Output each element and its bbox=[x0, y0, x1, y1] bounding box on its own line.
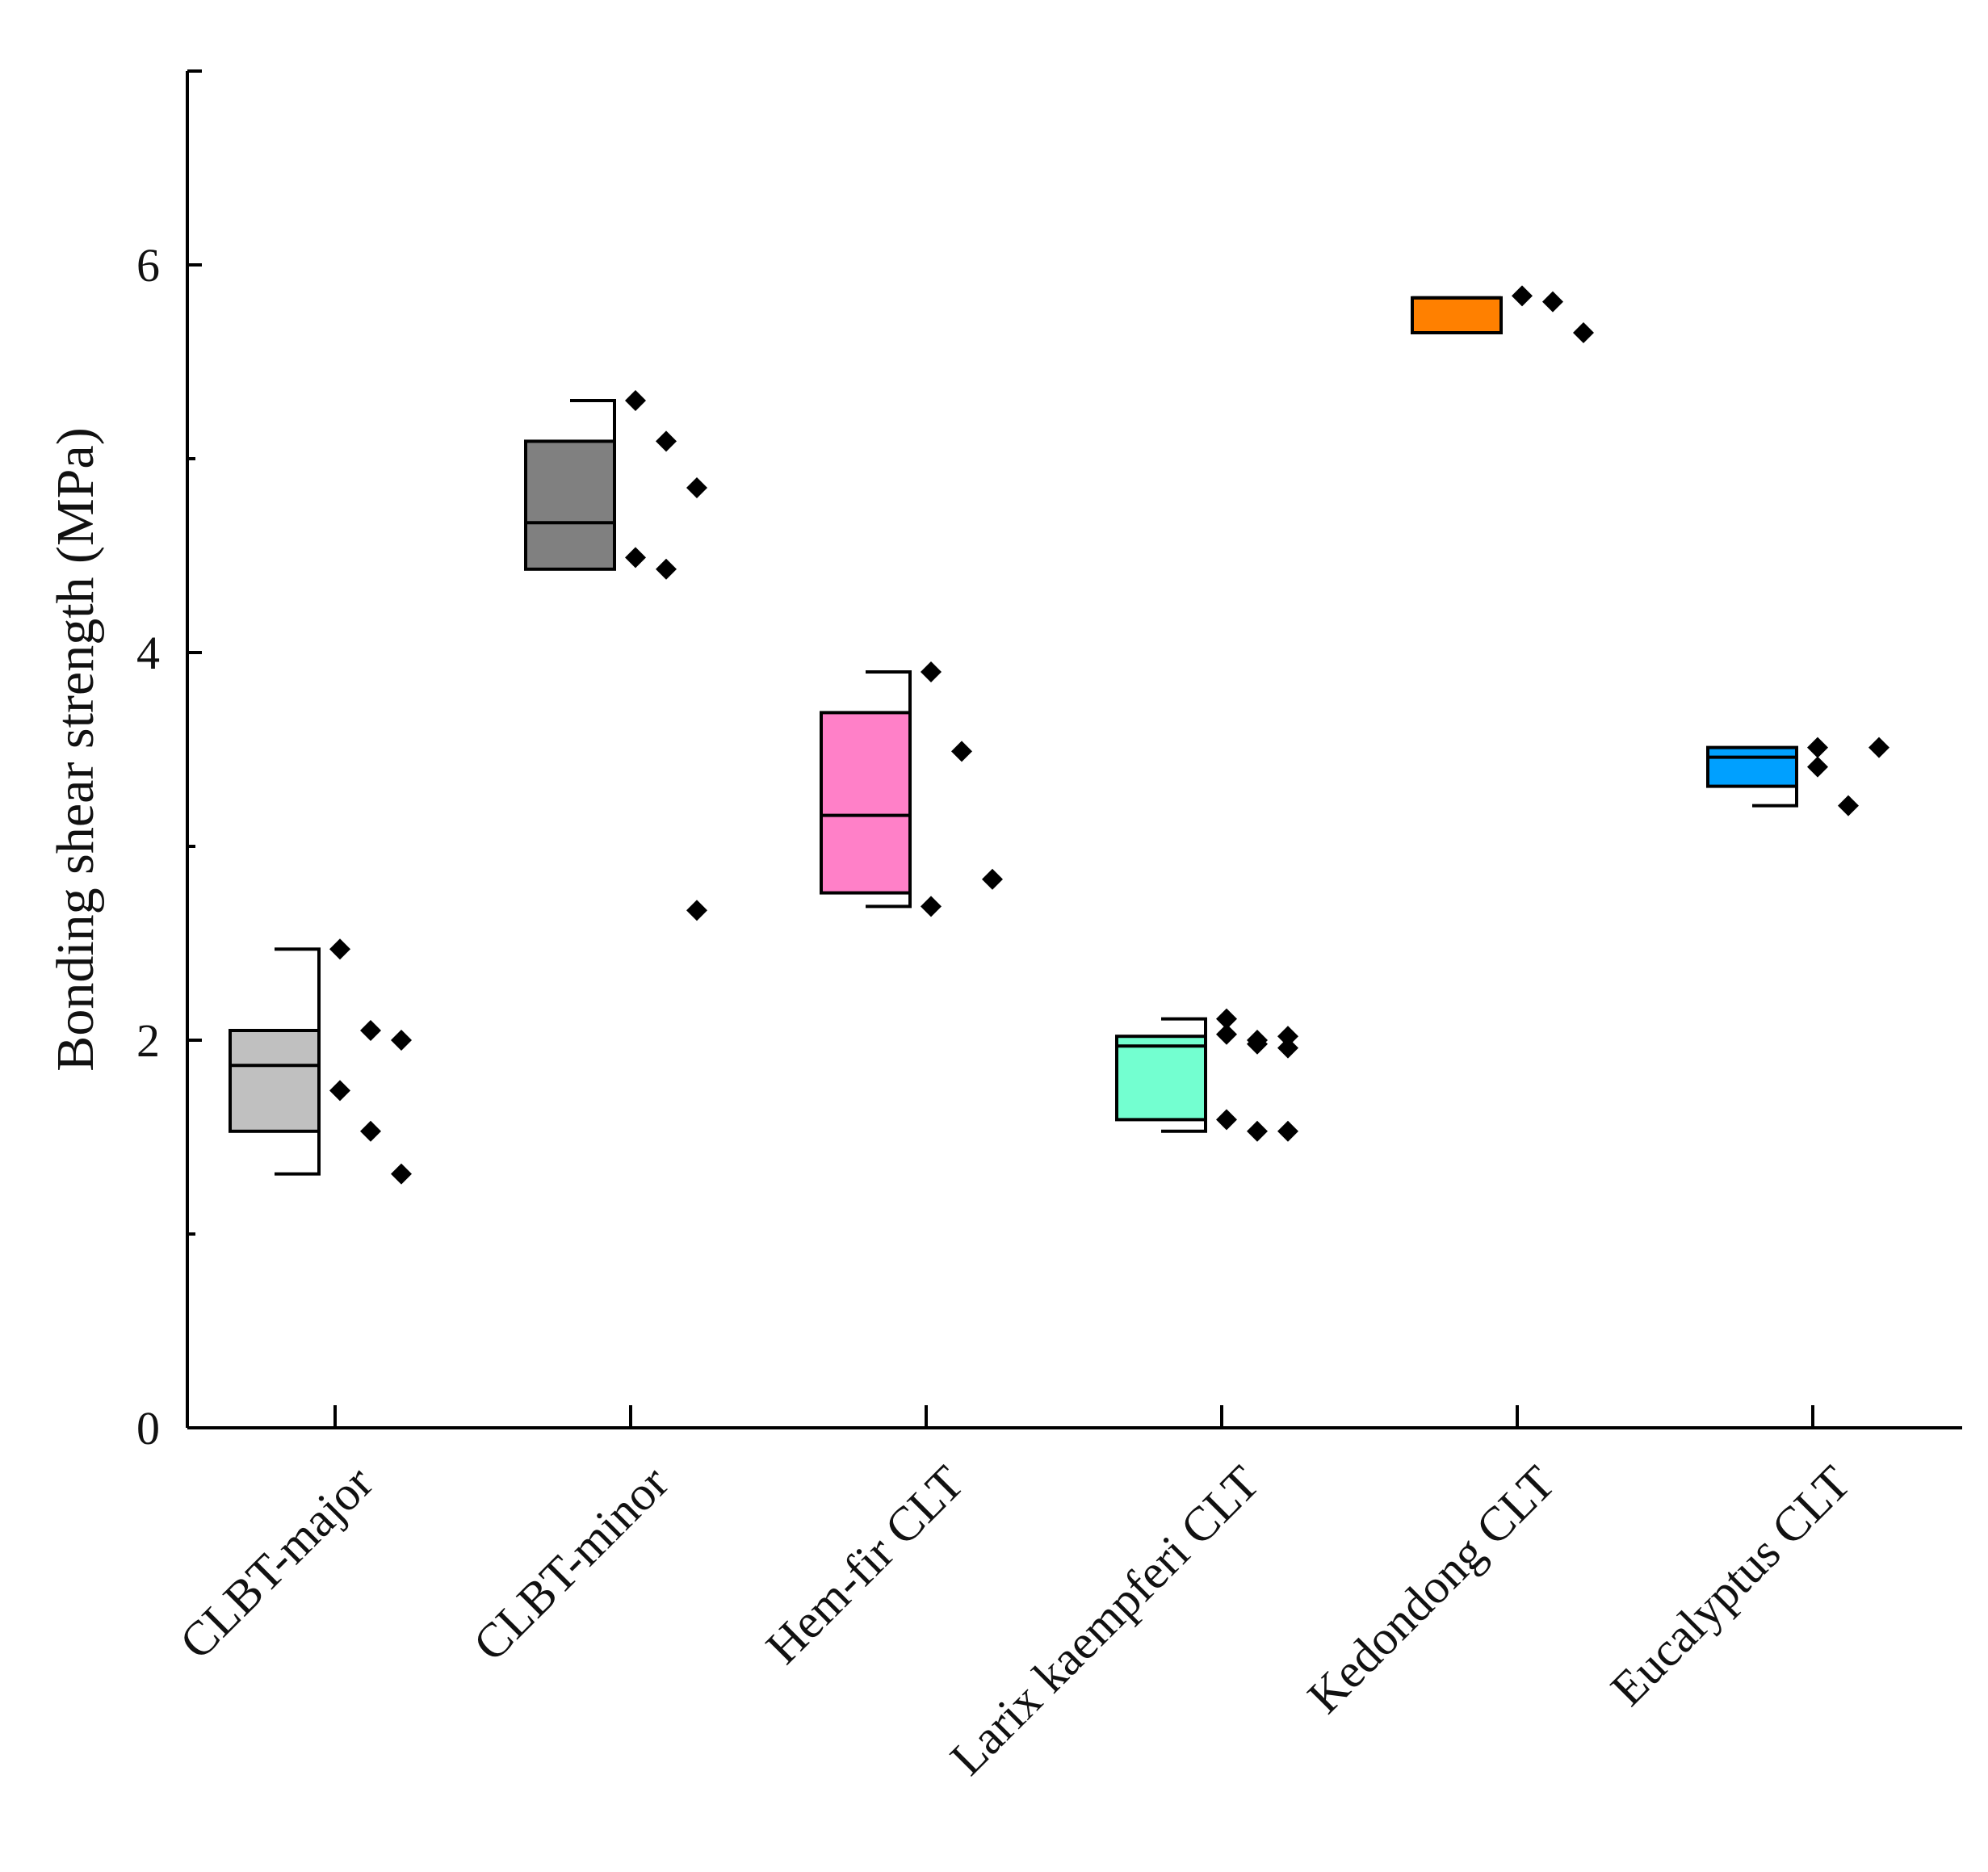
whisker-lower bbox=[1752, 786, 1798, 808]
box bbox=[1706, 745, 1798, 788]
data-point bbox=[1277, 1026, 1298, 1047]
data-point bbox=[1216, 1008, 1237, 1030]
axes bbox=[186, 71, 1962, 1429]
box bbox=[1115, 1035, 1207, 1122]
data-point bbox=[1277, 1120, 1298, 1142]
category-label: CLBT-major bbox=[170, 1456, 383, 1669]
data-point bbox=[656, 430, 677, 452]
data-point bbox=[391, 1163, 412, 1185]
data-point bbox=[1247, 1120, 1268, 1142]
data-points bbox=[329, 285, 1889, 1185]
y-axis-title: Bonding shear strength (MPa) bbox=[46, 427, 105, 1071]
category-label: Hem-fir CLT bbox=[756, 1456, 974, 1674]
data-point bbox=[656, 558, 677, 580]
category-label: CLBT-minor bbox=[463, 1456, 679, 1672]
data-point bbox=[1807, 737, 1828, 758]
y-ticks: 0 2 4 6 bbox=[136, 69, 202, 1454]
data-point bbox=[1216, 1023, 1237, 1045]
category-label: Eucalyptus CLT bbox=[1600, 1456, 1860, 1716]
y-tick-label: 6 bbox=[136, 239, 160, 292]
data-point bbox=[1512, 285, 1533, 307]
data-point bbox=[686, 477, 707, 498]
data-point bbox=[625, 390, 646, 411]
y-tick-label: 0 bbox=[136, 1402, 160, 1454]
data-point bbox=[1216, 1109, 1237, 1131]
data-point bbox=[982, 868, 1003, 890]
data-point bbox=[360, 1120, 381, 1142]
data-point bbox=[329, 938, 350, 960]
boxes bbox=[229, 296, 1798, 1176]
y-tick-label: 2 bbox=[136, 1014, 160, 1067]
data-point bbox=[1838, 795, 1859, 816]
data-point bbox=[391, 1030, 412, 1051]
whisker-lower bbox=[866, 892, 912, 909]
data-point bbox=[625, 547, 646, 569]
y-tick-label: 4 bbox=[136, 627, 160, 679]
x-ticks bbox=[333, 1405, 1814, 1428]
whisker-upper bbox=[1161, 1017, 1207, 1037]
data-point bbox=[1247, 1033, 1268, 1055]
whisker-upper bbox=[570, 399, 616, 442]
whisker-upper bbox=[275, 947, 321, 1030]
data-point bbox=[921, 661, 942, 682]
whisker-upper bbox=[866, 670, 912, 713]
box bbox=[524, 439, 616, 571]
data-point bbox=[686, 900, 707, 921]
category-label: Kedondong CLT bbox=[1298, 1456, 1565, 1723]
data-point bbox=[1807, 756, 1828, 778]
whisker-lower bbox=[1161, 1119, 1207, 1133]
data-point bbox=[329, 1080, 350, 1102]
box bbox=[1411, 296, 1503, 334]
data-point bbox=[921, 896, 942, 917]
data-point bbox=[1573, 322, 1594, 343]
data-point bbox=[951, 741, 972, 762]
box bbox=[229, 1029, 321, 1133]
data-point bbox=[1542, 291, 1563, 313]
whisker-lower bbox=[275, 1131, 321, 1176]
data-point bbox=[360, 1020, 381, 1041]
box bbox=[820, 711, 912, 895]
data-point bbox=[1868, 737, 1889, 758]
category-label: Larix kaempferi CLT bbox=[940, 1456, 1269, 1786]
data-point bbox=[1277, 1037, 1298, 1059]
